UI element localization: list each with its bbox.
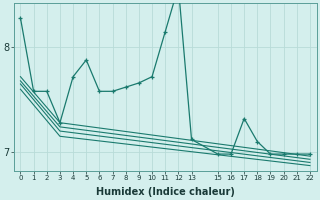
- X-axis label: Humidex (Indice chaleur): Humidex (Indice chaleur): [96, 187, 235, 197]
